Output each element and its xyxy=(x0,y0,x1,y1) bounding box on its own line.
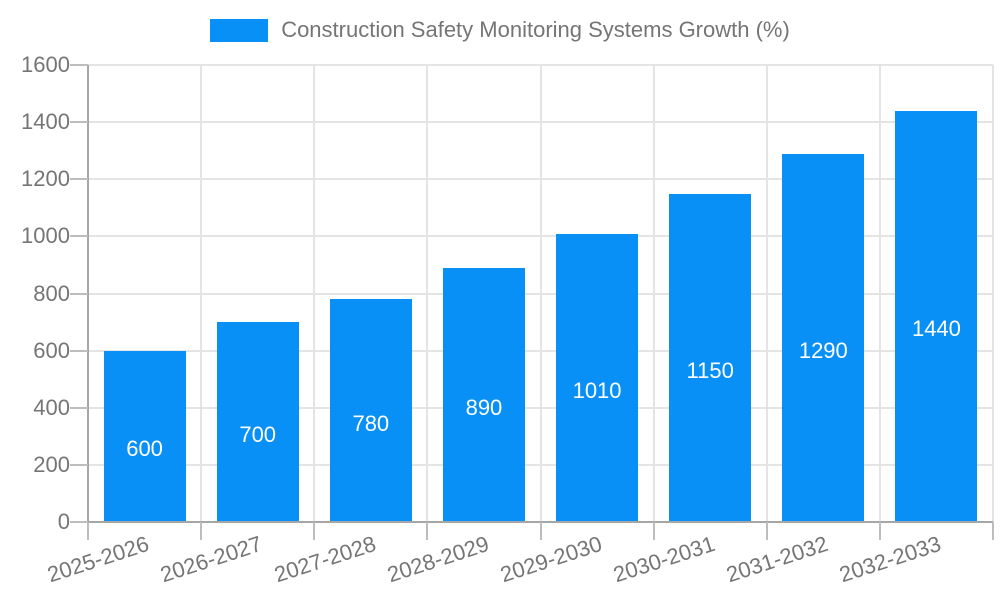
gridline-vertical xyxy=(313,65,316,522)
bar xyxy=(669,193,752,522)
bar xyxy=(895,110,978,522)
y-tick-label: 1000 xyxy=(21,223,70,249)
y-tick-label: 1200 xyxy=(21,166,70,192)
bar-value-label: 1440 xyxy=(911,316,961,342)
x-axis-label: 2025-2026 xyxy=(44,531,153,588)
y-tick-mark xyxy=(70,349,88,352)
bar-value-label: 1010 xyxy=(572,377,622,403)
y-tick-label: 200 xyxy=(33,451,70,477)
x-axis-label: 2029-2030 xyxy=(496,531,605,588)
bar-value-label: 1290 xyxy=(798,337,848,363)
y-tick-mark xyxy=(70,406,88,409)
x-tick-mark xyxy=(878,522,881,540)
gridline-vertical xyxy=(652,65,655,522)
gridline-vertical xyxy=(992,65,994,522)
y-tick-mark xyxy=(70,64,88,66)
y-axis-line xyxy=(87,65,89,524)
legend: Construction Safety Monitoring Systems G… xyxy=(0,17,1000,43)
bar xyxy=(216,322,299,522)
gridline-vertical xyxy=(878,65,881,522)
x-tick-mark xyxy=(539,522,542,540)
gridline-vertical xyxy=(765,65,768,522)
bar xyxy=(556,233,639,522)
bar-value-label: 1150 xyxy=(686,357,734,383)
y-tick-label: 1400 xyxy=(21,109,70,135)
x-axis-label: 2031-2032 xyxy=(723,531,832,588)
y-tick-mark xyxy=(70,463,88,466)
bar-value-label: 890 xyxy=(465,394,503,420)
x-tick-mark xyxy=(313,522,316,540)
gridline-vertical xyxy=(426,65,429,522)
x-axis-label: 2028-2029 xyxy=(383,531,492,588)
gridline-vertical xyxy=(200,65,203,522)
x-tick-mark xyxy=(200,522,203,540)
bar xyxy=(103,350,186,522)
y-tick-mark xyxy=(70,521,88,523)
y-tick-label: 800 xyxy=(33,280,70,306)
y-tick-mark xyxy=(70,121,88,124)
bar-value-label: 780 xyxy=(352,410,390,436)
bar-value-label: 700 xyxy=(239,422,277,448)
x-axis-label: 2027-2028 xyxy=(270,531,379,588)
bar xyxy=(442,267,525,522)
x-axis-label: 2026-2027 xyxy=(157,531,266,588)
x-tick-mark xyxy=(765,522,768,540)
x-tick-mark xyxy=(992,522,994,540)
gridline-vertical xyxy=(539,65,542,522)
bar xyxy=(782,153,865,522)
y-tick-label: 600 xyxy=(33,337,70,363)
x-tick-mark xyxy=(652,522,655,540)
y-tick-mark xyxy=(70,292,88,295)
bar-value-label: 600 xyxy=(126,436,163,462)
x-tick-mark xyxy=(87,522,89,540)
y-tick-label: 0 xyxy=(57,509,70,534)
x-axis-label: 2032-2033 xyxy=(836,531,945,588)
legend-label: Construction Safety Monitoring Systems G… xyxy=(281,17,790,42)
y-tick-mark xyxy=(70,178,88,181)
y-tick-mark xyxy=(70,235,88,238)
bar xyxy=(329,299,412,522)
y-tick-label: 400 xyxy=(33,394,70,420)
x-tick-mark xyxy=(426,522,429,540)
legend-swatch xyxy=(210,18,269,42)
y-tick-label: 1600 xyxy=(21,52,70,77)
x-axis-label: 2030-2031 xyxy=(610,531,718,588)
